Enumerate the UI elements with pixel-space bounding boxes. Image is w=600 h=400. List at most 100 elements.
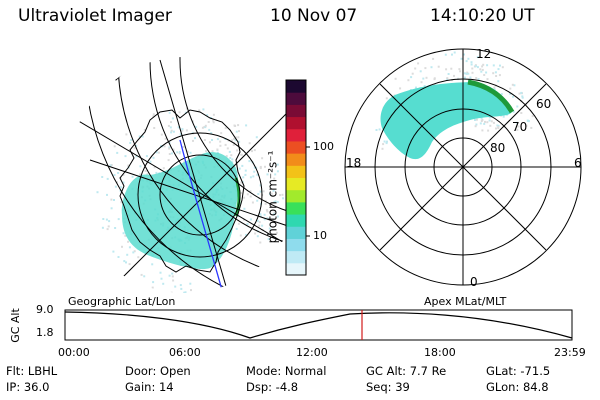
noise-dot bbox=[113, 199, 115, 201]
noise-dot bbox=[502, 115, 505, 118]
noise-dot bbox=[266, 173, 269, 176]
graticule-arc bbox=[179, 57, 303, 221]
noise-dot bbox=[201, 126, 204, 129]
noise-dot bbox=[270, 192, 273, 195]
noise-dot bbox=[520, 112, 523, 114]
noise-dot bbox=[420, 81, 423, 84]
noise-dot bbox=[159, 271, 162, 274]
noise-dot bbox=[133, 250, 136, 253]
noise-dot bbox=[240, 192, 242, 194]
colorbar-swatch bbox=[286, 80, 306, 93]
noise-dot bbox=[497, 68, 500, 71]
noise-dot bbox=[250, 218, 252, 221]
noise-dot bbox=[483, 122, 486, 125]
noise-dot bbox=[266, 217, 269, 220]
noise-dot bbox=[276, 215, 279, 218]
noise-dot bbox=[152, 115, 155, 118]
noise-dot bbox=[224, 127, 227, 130]
noise-dot bbox=[490, 120, 493, 123]
noise-dot bbox=[458, 68, 461, 71]
noise-dot bbox=[385, 97, 388, 100]
noise-dot bbox=[123, 260, 126, 263]
noise-dot bbox=[168, 274, 171, 277]
noise-dot bbox=[143, 275, 146, 278]
noise-dot bbox=[189, 282, 192, 285]
noise-dot bbox=[208, 141, 211, 144]
noise-dot bbox=[114, 227, 117, 229]
noise-dot bbox=[499, 64, 501, 67]
noise-dot bbox=[488, 119, 491, 122]
noise-dot bbox=[224, 143, 227, 146]
timeline-xtick-0000: 00:00 bbox=[58, 346, 90, 359]
noise-dot bbox=[185, 129, 188, 132]
noise-dot bbox=[249, 176, 252, 179]
noise-dot bbox=[422, 77, 425, 80]
noise-dot bbox=[251, 201, 254, 204]
noise-dot bbox=[274, 173, 277, 176]
noise-dot bbox=[488, 116, 491, 119]
mlt-label-0: 0 bbox=[470, 275, 478, 289]
noise-dot bbox=[127, 240, 130, 243]
noise-dot bbox=[263, 218, 266, 221]
noise-dot bbox=[225, 155, 228, 158]
noise-dot bbox=[143, 166, 146, 169]
noise-dot bbox=[183, 291, 186, 293]
noise-dot bbox=[145, 155, 148, 158]
noise-dot bbox=[101, 176, 104, 178]
noise-dot bbox=[525, 124, 528, 127]
noise-dot bbox=[423, 85, 426, 88]
noise-dot bbox=[113, 174, 116, 176]
noise-dot bbox=[267, 238, 270, 241]
noise-dot bbox=[282, 197, 284, 200]
noise-dot bbox=[146, 173, 149, 176]
noise-dot bbox=[106, 228, 109, 231]
noise-dot bbox=[235, 130, 238, 133]
noise-dot bbox=[254, 232, 257, 235]
time-label: 14:10:20 UT bbox=[430, 6, 535, 26]
noise-dot bbox=[492, 72, 495, 75]
noise-dot bbox=[444, 53, 447, 56]
noise-dot bbox=[259, 165, 262, 168]
noise-dot bbox=[474, 119, 476, 121]
colorbar-tick-100: 100 bbox=[313, 140, 334, 153]
noise-dot bbox=[469, 76, 472, 79]
noise-dot bbox=[121, 245, 123, 248]
noise-dot bbox=[183, 160, 186, 163]
noise-dot bbox=[236, 149, 239, 152]
noise-dot bbox=[195, 125, 198, 128]
noise-dot bbox=[160, 277, 163, 280]
noise-dot bbox=[481, 68, 484, 71]
noise-dot bbox=[493, 86, 496, 89]
noise-dot bbox=[106, 177, 109, 180]
noise-dot bbox=[171, 272, 174, 275]
noise-dot bbox=[168, 146, 171, 149]
noise-dot bbox=[219, 144, 222, 147]
noise-dot bbox=[184, 291, 187, 293]
noise-dot bbox=[168, 153, 171, 155]
noise-dot bbox=[268, 227, 271, 230]
noise-dot bbox=[105, 218, 108, 221]
noise-dot bbox=[152, 113, 155, 116]
noise-dot bbox=[493, 88, 496, 91]
info-door: Door: Open bbox=[125, 364, 191, 378]
noise-dot bbox=[151, 286, 154, 289]
noise-dot bbox=[127, 164, 130, 167]
noise-dot bbox=[211, 150, 214, 153]
noise-dot bbox=[116, 181, 118, 184]
noise-dot bbox=[256, 199, 259, 202]
noise-dot bbox=[210, 132, 213, 135]
noise-dot bbox=[531, 115, 534, 118]
noise-dot bbox=[281, 193, 284, 196]
noise-dot bbox=[172, 279, 175, 282]
mlt-label-12: 12 bbox=[476, 47, 492, 61]
noise-dot bbox=[139, 173, 141, 176]
satellite-track bbox=[179, 139, 223, 291]
noise-dot bbox=[264, 200, 267, 202]
noise-dot bbox=[518, 92, 521, 95]
colorbar-swatch bbox=[286, 104, 306, 118]
noise-dot bbox=[228, 150, 231, 153]
noise-dot bbox=[107, 225, 110, 228]
noise-dot bbox=[112, 250, 115, 253]
colorbar-swatch bbox=[286, 177, 306, 191]
noise-dot bbox=[138, 135, 141, 138]
